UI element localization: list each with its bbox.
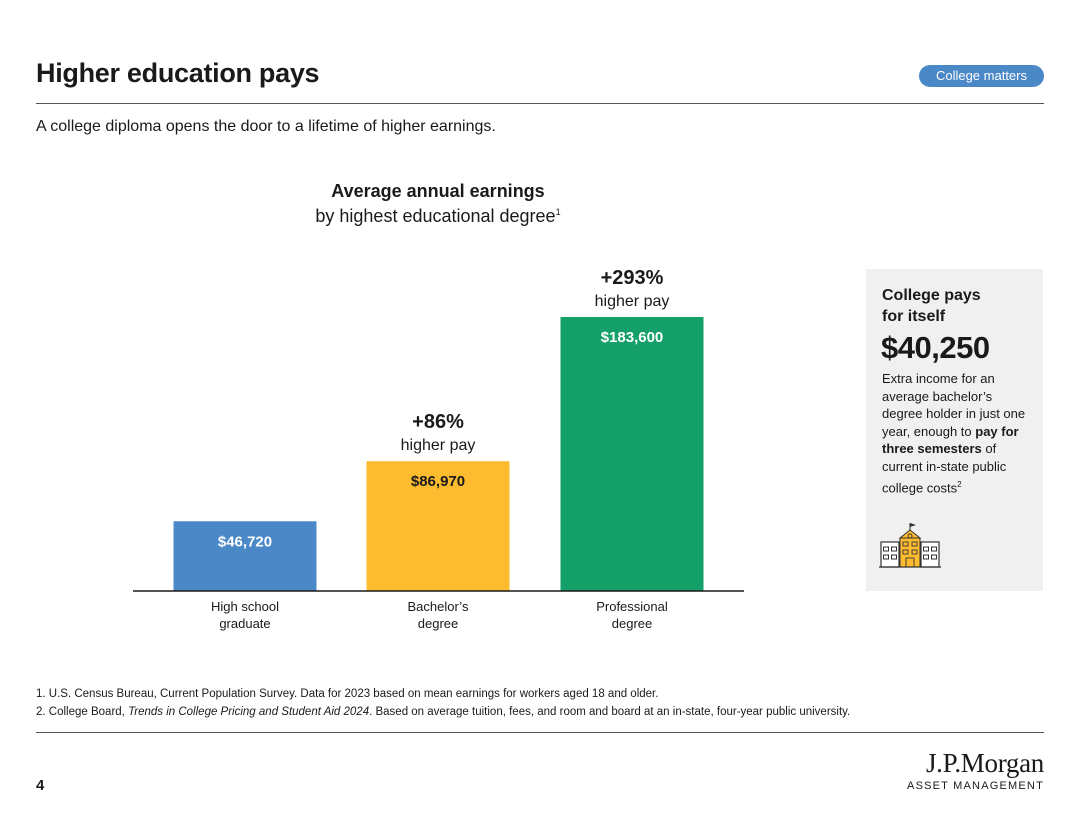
footnote-2-suffix: . Based on average tuition, fees, and ro… bbox=[369, 705, 851, 718]
callout-footnote-ref: 2 bbox=[957, 479, 962, 489]
college-pays-callout: College pays for itself $40,250 Extra in… bbox=[866, 269, 1043, 591]
footnote-2: 2. College Board, Trends in College Pric… bbox=[36, 704, 850, 722]
footnote-2-prefix: 2. College Board, bbox=[36, 705, 125, 718]
bar-0 bbox=[173, 521, 317, 591]
callout-amount: $40,250 bbox=[881, 330, 990, 365]
earnings-bar-chart: $46,720 High school graduate $86,970 +86% hig… bbox=[133, 267, 744, 631]
bar-value-label-1: $86,970 bbox=[411, 473, 465, 490]
x-tick-label-line1-2: Professional bbox=[596, 599, 668, 614]
x-tick-label-line2-2: degree bbox=[612, 616, 652, 631]
chart-subtitle-footnote-ref: 1 bbox=[555, 207, 561, 217]
bar-annotation-text-1: higher pay bbox=[401, 437, 476, 454]
page-number: 4 bbox=[36, 777, 45, 794]
page-subtitle: A college diploma opens the door to a li… bbox=[36, 118, 496, 135]
bar-annotation-pct-2: +293% bbox=[601, 267, 664, 289]
callout-description: Extra income for an average bachelor’s d… bbox=[882, 370, 1032, 496]
bar-value-label-0: $46,720 bbox=[218, 533, 272, 550]
bar-2 bbox=[560, 317, 704, 591]
callout-desc-part1: Extra income for an average bachelor’s d… bbox=[882, 371, 1026, 439]
bar-annotation-text-2: higher pay bbox=[595, 293, 670, 310]
chart-subtitle-text: by highest educational degree bbox=[315, 206, 556, 226]
footnotes: 1. U.S. Census Bureau, Current Populatio… bbox=[36, 686, 850, 721]
x-tick-label-line2-1: degree bbox=[418, 616, 458, 631]
bar-annotation-pct-1: +86% bbox=[412, 411, 464, 433]
college-matters-badge[interactable]: College matters bbox=[918, 65, 1044, 87]
callout-heading-line2: for itself bbox=[882, 308, 946, 325]
chart-title: Average annual earnings bbox=[331, 181, 545, 201]
logo-wordmark: J.P.Morgan bbox=[925, 748, 1044, 778]
callout-desc-part2: of current in-state public college costs bbox=[882, 441, 1007, 495]
bar-value-label-2: $183,600 bbox=[601, 329, 664, 346]
x-tick-label-line2-0: graduate bbox=[219, 616, 270, 631]
bar-1 bbox=[366, 461, 510, 591]
footnote-1: 1. U.S. Census Bureau, Current Populatio… bbox=[36, 688, 659, 700]
jpmorgan-logo: J.P.Morgan ASSET MANAGEMENT bbox=[907, 749, 1044, 792]
x-tick-label-line1-0: High school bbox=[211, 599, 279, 614]
chart-subtitle: by highest educational degree1 bbox=[238, 206, 638, 227]
callout-heading-line1: College pays bbox=[882, 287, 981, 304]
callout-heading: College pays for itself bbox=[882, 285, 1032, 327]
logo-subtitle: ASSET MANAGEMENT bbox=[907, 780, 1044, 792]
x-tick-label-line1-1: Bachelor’s bbox=[408, 599, 469, 614]
header-divider bbox=[36, 103, 1044, 104]
page-title: Higher education pays bbox=[36, 58, 320, 88]
footnote-2-source: Trends in College Pricing and Student Ai… bbox=[128, 705, 370, 718]
callout-desc-bold: pay for three semesters bbox=[882, 423, 1019, 457]
school-building-icon bbox=[879, 523, 941, 568]
footer-divider bbox=[36, 732, 1044, 733]
